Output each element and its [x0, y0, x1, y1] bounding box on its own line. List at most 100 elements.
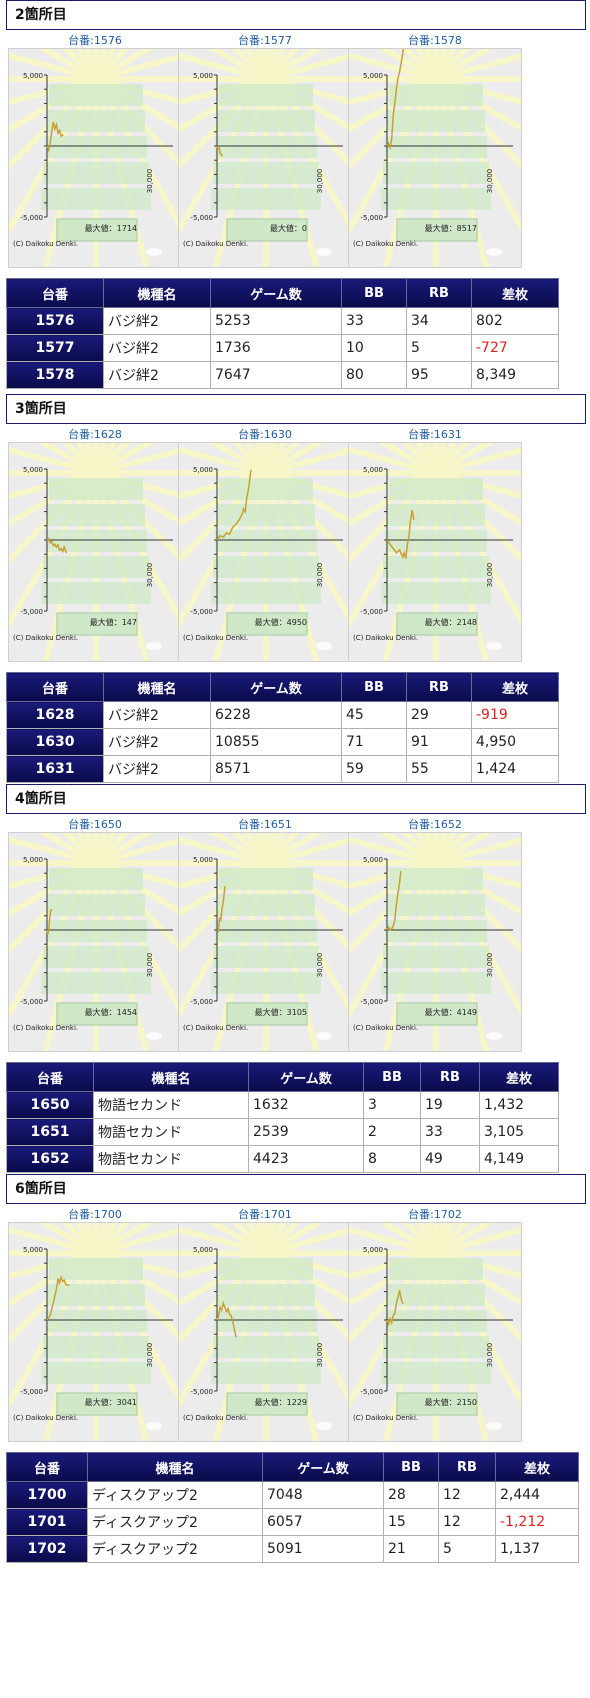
- bb-count: 71: [341, 728, 407, 756]
- machine-name: バジ絆2: [103, 728, 211, 756]
- machine-number[interactable]: 1576: [6, 307, 104, 335]
- background-ray: [75, 443, 99, 475]
- max-value-label: 最大値：3041: [85, 1397, 137, 1407]
- machine-number[interactable]: 1650: [6, 1091, 94, 1119]
- bb-count: 33: [341, 307, 407, 335]
- table-row[interactable]: 1631 バジ絆2 8571 59 55 1,424: [6, 755, 559, 783]
- column-header: 機種名: [103, 278, 211, 308]
- graph-台番:1630[interactable]: 台番:1630 5,000 -5,000 30,000 最大値：4950 (C) Daik…: [176, 428, 354, 664]
- coin-difference: -919: [471, 701, 559, 729]
- background-building-floor: [213, 1336, 319, 1358]
- background-ray: [245, 49, 269, 81]
- max-value-label: 最大値：2148: [425, 617, 477, 627]
- slump-line: [46, 1274, 70, 1321]
- section-1: 3箇所目 台番:1628 5,000 -5,000 30,000 最大値：147 (C) D…: [0, 390, 590, 783]
- y-tick-label-bottom: -5,000: [190, 998, 213, 1006]
- background-building-floor: [211, 188, 321, 210]
- x-end-label: 30,000: [146, 563, 154, 588]
- graph-label: 台番:1577: [238, 34, 292, 47]
- table-row[interactable]: 1701 ディスクアップ2 6057 15 12 -1,212: [6, 1508, 579, 1536]
- graph-label: 台番:1701: [238, 1208, 292, 1221]
- background-building-floor: [211, 582, 321, 604]
- graph-台番:1652[interactable]: 台番:1652 5,000 -5,000 30,000 最大値：4149 (C) Daik…: [346, 818, 524, 1054]
- slump-line: [386, 1290, 404, 1327]
- background-ornament: [316, 1422, 332, 1430]
- table-row[interactable]: 1652 物語セカンド 4423 8 49 4,149: [6, 1145, 559, 1173]
- background-ray: [93, 443, 131, 476]
- graph-label: 台番:1700: [68, 1208, 122, 1221]
- graph-plot: 5,000 -5,000 30,000 最大値：2148 (C) Daikoku Den…: [348, 442, 522, 662]
- table-row[interactable]: 1651 物語セカンド 2539 2 33 3,105: [6, 1118, 559, 1146]
- background-ray: [263, 49, 287, 81]
- column-header: 差枚: [495, 1452, 579, 1482]
- background-building-floor: [47, 504, 145, 526]
- graph-台番:1578[interactable]: 台番:1578 5,000 -5,000 30,000 最大値：8517 (C) Daik…: [346, 34, 524, 270]
- graph-plot: 5,000 -5,000 30,000 最大値：3041 (C) Daikoku Den…: [8, 1222, 182, 1442]
- machine-number[interactable]: 1651: [6, 1118, 94, 1146]
- machine-number[interactable]: 1702: [6, 1535, 88, 1563]
- background-building-floor: [383, 1336, 489, 1358]
- background-building-floor: [389, 478, 483, 500]
- background-building-floor: [43, 1336, 149, 1358]
- graph-台番:1577[interactable]: 台番:1577 5,000 -5,000 30,000 最大値：0 (C) Daikoku…: [176, 34, 354, 270]
- background-ray: [245, 1223, 269, 1255]
- background-ray: [75, 1223, 99, 1255]
- machine-number[interactable]: 1628: [6, 701, 104, 729]
- table-row[interactable]: 1630 バジ絆2 10855 71 91 4,950: [6, 728, 559, 756]
- table-row[interactable]: 1650 物語セカンド 1632 3 19 1,432: [6, 1091, 559, 1119]
- table-row[interactable]: 1628 バジ絆2 6228 45 29 -919: [6, 701, 559, 729]
- graph-plot: 5,000 -5,000 30,000 最大値：4149 (C) Daikoku Den…: [348, 832, 522, 1052]
- table-row[interactable]: 1578 バジ絆2 7647 80 95 8,349: [6, 361, 559, 389]
- column-header: 機種名: [87, 1452, 263, 1482]
- table-row[interactable]: 1577 バジ絆2 1736 10 5 -727: [6, 334, 559, 362]
- background-base: [396, 1392, 478, 1416]
- background-ray: [349, 52, 437, 82]
- machine-name: 物語セカンド: [93, 1091, 249, 1119]
- max-value-label: 最大値：4950: [255, 617, 307, 627]
- graph-台番:1576[interactable]: 台番:1576 5,000 -5,000 30,000 最大値：1714 (C) Daik…: [6, 34, 184, 270]
- slump-line: [216, 469, 252, 541]
- machine-number[interactable]: 1700: [6, 1481, 88, 1509]
- background-building-floor: [49, 84, 143, 106]
- background-ray: [263, 1223, 287, 1255]
- background-ray: [263, 443, 301, 476]
- background-building-floor: [41, 582, 151, 604]
- background-building-floor: [47, 894, 145, 916]
- background-ray: [264, 443, 324, 476]
- machine-number[interactable]: 1701: [6, 1508, 88, 1536]
- background-ray: [265, 53, 351, 82]
- table-row[interactable]: 1576 バジ絆2 5253 33 34 802: [6, 307, 559, 335]
- graph-台番:1631[interactable]: 台番:1631 5,000 -5,000 30,000 最大値：2148 (C) Daik…: [346, 428, 524, 664]
- table-row[interactable]: 1702 ディスクアップ2 5091 21 5 1,137: [6, 1535, 579, 1563]
- background-building-floor: [45, 530, 147, 552]
- column-header: ゲーム数: [248, 1062, 364, 1092]
- background-building-floor: [389, 868, 483, 890]
- machine-name: バジ絆2: [103, 361, 211, 389]
- bb-count: 10: [341, 334, 407, 362]
- background-ornament: [486, 642, 502, 650]
- y-tick-label-top: 5,000: [363, 856, 383, 864]
- slump-line: [216, 885, 226, 934]
- machine-number[interactable]: 1631: [6, 755, 104, 783]
- machine-number[interactable]: 1577: [6, 334, 104, 362]
- graph-台番:1701[interactable]: 台番:1701 5,000 -5,000 30,000 最大値：1229 (C) Daik…: [176, 1208, 354, 1444]
- bb-count: 45: [341, 701, 407, 729]
- y-tick-label-top: 5,000: [193, 1246, 213, 1254]
- copyright-label: (C) Daikoku Denki.: [353, 240, 418, 248]
- graph-台番:1651[interactable]: 台番:1651 5,000 -5,000 30,000 最大値：3105 (C) Daik…: [176, 818, 354, 1054]
- background-ray: [93, 49, 131, 82]
- machine-number[interactable]: 1652: [6, 1145, 94, 1173]
- table-row[interactable]: 1700 ディスクアップ2 7048 28 12 2,444: [6, 1481, 579, 1509]
- bb-count: 8: [363, 1145, 421, 1173]
- coin-difference: 1,137: [495, 1535, 579, 1563]
- machine-number[interactable]: 1630: [6, 728, 104, 756]
- machine-number[interactable]: 1578: [6, 361, 104, 389]
- graph-台番:1700[interactable]: 台番:1700 5,000 -5,000 30,000 最大値：3041 (C) Daik…: [6, 1208, 184, 1444]
- background-ornament: [146, 642, 162, 650]
- graph-台番:1628[interactable]: 台番:1628 5,000 -5,000 30,000 最大値：147 (C) Daiko…: [6, 428, 184, 664]
- graph-台番:1650[interactable]: 台番:1650 5,000 -5,000 30,000 最大値：1454 (C) Daik…: [6, 818, 184, 1054]
- x-end-label: 30,000: [316, 953, 324, 978]
- graph-台番:1702[interactable]: 台番:1702 5,000 -5,000 30,000 最大値：2150 (C) Daik…: [346, 1208, 524, 1444]
- column-header: 機種名: [103, 672, 211, 702]
- background-ray: [93, 833, 117, 865]
